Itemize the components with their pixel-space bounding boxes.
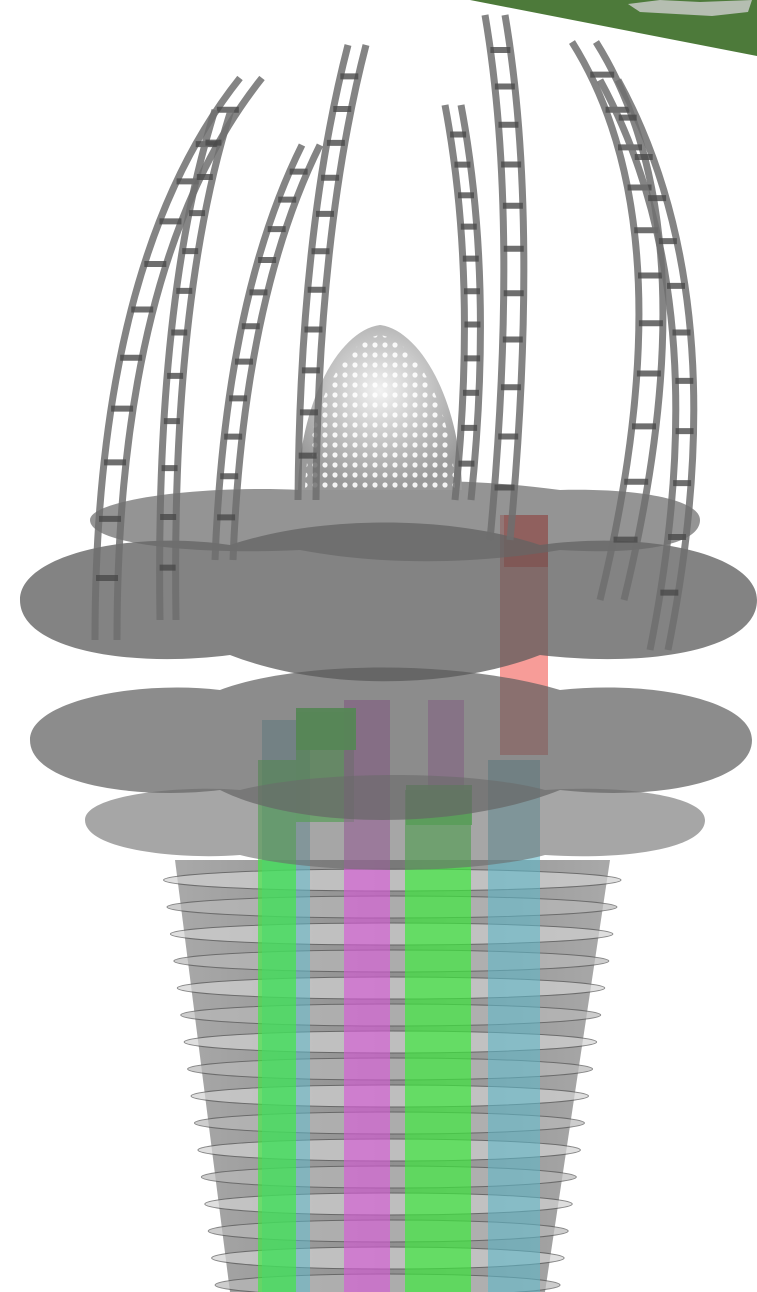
slab-middle — [20, 522, 757, 682]
dome-perforation — [305, 335, 455, 488]
rib-beam — [481, 14, 508, 541]
shaft-ring — [166, 895, 618, 919]
crown-ribs — [91, 14, 698, 651]
rib-beam — [501, 14, 528, 541]
crown-rib — [596, 78, 698, 651]
tower-shaft — [163, 860, 622, 1292]
rib-beam — [596, 78, 680, 651]
crown-rib — [294, 44, 370, 501]
crown-rib — [441, 104, 484, 501]
crown-rib — [156, 108, 235, 621]
slab-lower — [30, 667, 752, 820]
inset-thumbnail — [470, 0, 757, 56]
central-dome — [298, 325, 462, 490]
inset-sketch — [628, 0, 752, 16]
rib-beam — [172, 108, 235, 621]
slab-mid-lower — [85, 775, 705, 870]
crown-rib — [211, 143, 324, 561]
slab-upper — [90, 481, 700, 562]
shaft-ring — [173, 949, 610, 973]
shaft-ring — [176, 976, 606, 1000]
floor-slabs — [20, 481, 757, 870]
shaft-ring — [169, 922, 614, 946]
core-green-right — [405, 790, 471, 1292]
rib-beam — [229, 143, 324, 561]
rib-beam — [569, 40, 643, 601]
crown-rib — [481, 14, 528, 541]
shaft-ring — [163, 868, 622, 892]
